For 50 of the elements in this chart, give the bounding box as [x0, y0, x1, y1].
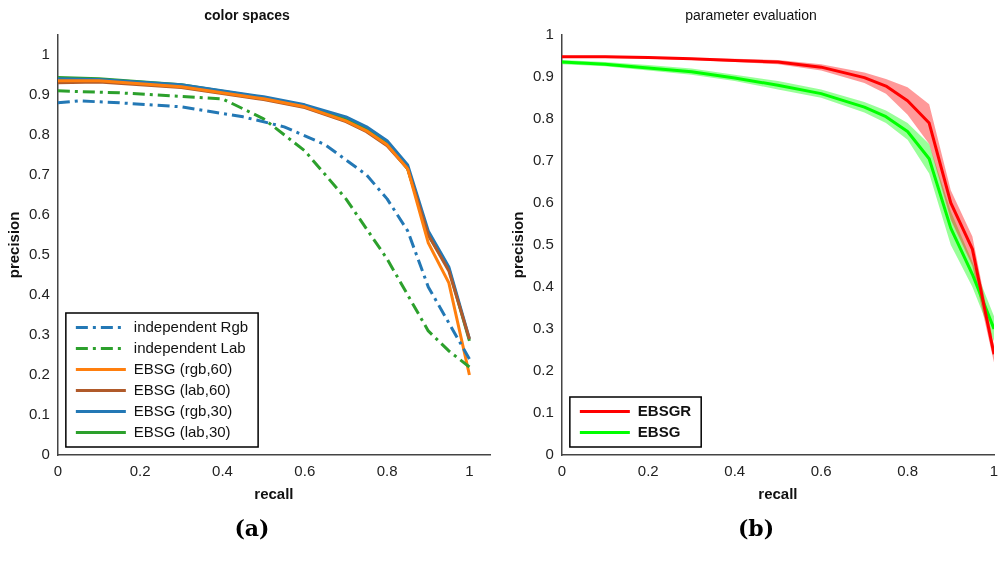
x-tick-label: 0: [53, 462, 63, 480]
x-tick-label: 0: [557, 462, 567, 480]
y-tick-label: 0.1: [532, 403, 554, 421]
y-tick-label: 0: [545, 445, 554, 463]
y-tick-label: 0.6: [28, 205, 50, 223]
legend-label: independent Lab: [133, 338, 246, 356]
y-tick-label: 0.1: [28, 405, 50, 423]
y-tick-label: 0.9: [28, 84, 50, 102]
y-tick-label: 0.3: [532, 319, 554, 337]
legend-label: EBSG (lab,60): [133, 380, 231, 398]
y-tick-label: 0.4: [532, 277, 554, 295]
legend-label: EBSG (rgb,30): [133, 401, 233, 419]
y-tick-label: 0.8: [28, 124, 50, 142]
y-tick-label: 0.4: [28, 285, 50, 303]
legend-label: EBSG (rgb,60): [133, 359, 233, 377]
legend-label: independent Rgb: [133, 317, 249, 335]
y-tick-label: 1: [545, 24, 554, 42]
x-tick-label: 0.4: [212, 462, 233, 480]
legend-label: EBSG (lab,30): [133, 422, 231, 440]
y-tick-label: 0.5: [532, 235, 554, 253]
x-tick-label: 0.2: [637, 462, 659, 480]
y-tick-label: 0: [41, 445, 50, 463]
x-tick-label: 0.6: [294, 462, 316, 480]
y-axis-title: precision: [509, 211, 527, 279]
y-tick-label: 0.2: [532, 361, 554, 379]
y-tick-label: 1: [41, 44, 50, 62]
x-tick-label: 0.2: [129, 462, 151, 480]
y-tick-label: 0.3: [28, 325, 50, 343]
y-tick-label: 0.8: [532, 108, 554, 126]
x-tick-label: 0.8: [897, 462, 918, 480]
text: (a): [233, 515, 271, 541]
y-tick-label: 0.7: [28, 165, 50, 183]
y-tick-label: 0.2: [28, 365, 50, 383]
legend-label: EBSG: [637, 422, 681, 440]
chart-title: color spaces: [204, 7, 291, 24]
y-axis-title: precision: [5, 211, 23, 279]
x-tick-label: 0.4: [724, 462, 746, 480]
y-tick-label: 0.5: [28, 245, 50, 263]
x-tick-label: 1: [465, 462, 474, 480]
legend-label: EBSGR: [637, 401, 692, 419]
y-tick-label: 0.9: [532, 66, 554, 84]
y-tick-label: 0.7: [532, 151, 554, 168]
x-tick-label: 1: [989, 462, 999, 480]
chart-title: parameter evaluation: [685, 7, 817, 24]
x-axis-title: recall: [254, 485, 294, 503]
y-tick-label: 0.6: [532, 193, 554, 211]
text: (b): [736, 515, 776, 541]
x-tick-label: 0.8: [376, 462, 398, 480]
x-tick-label: 0.6: [810, 462, 832, 480]
x-axis-title: recall: [758, 485, 798, 503]
